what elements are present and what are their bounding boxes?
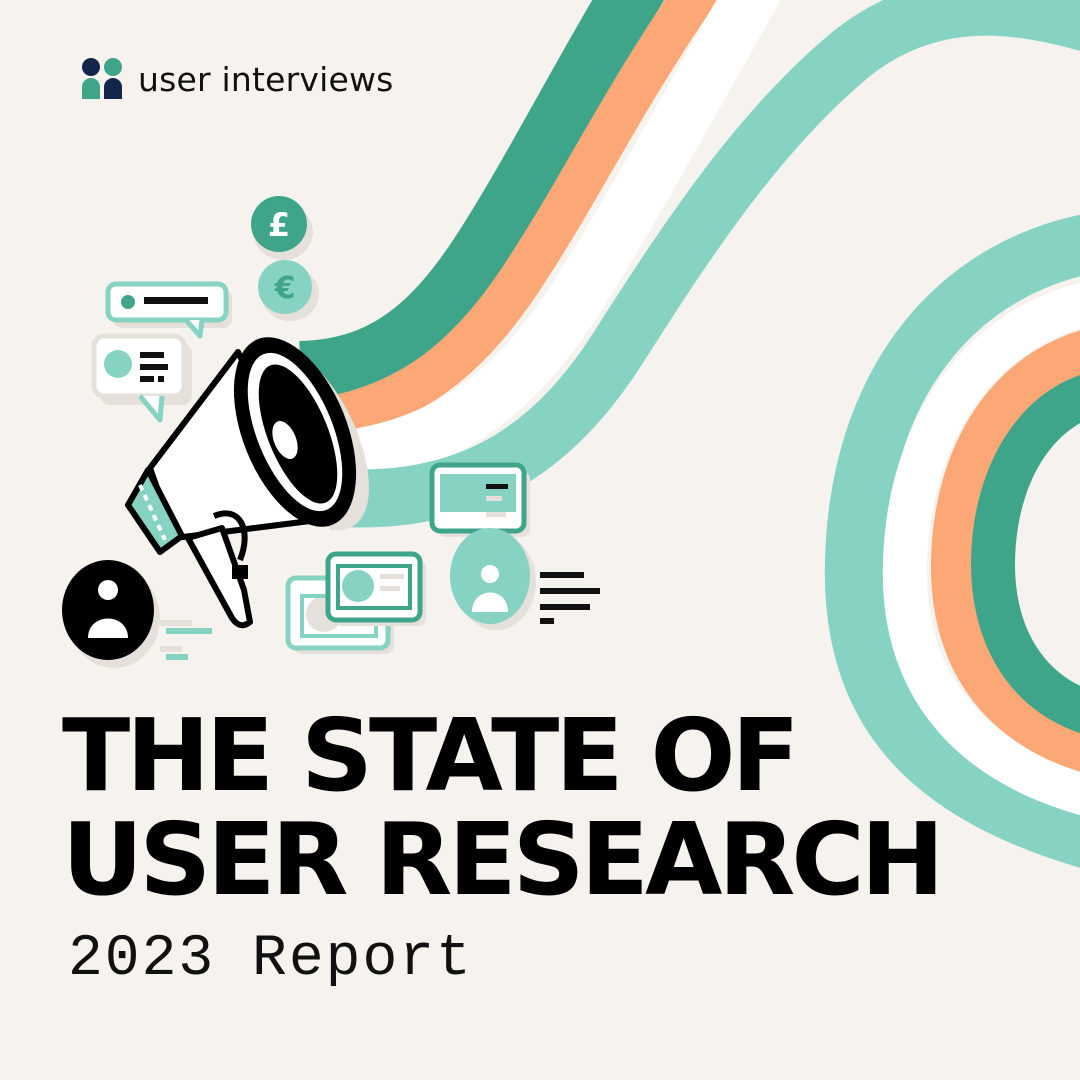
brand-name: user interviews — [138, 59, 394, 99]
title-line-2: USER RESEARCH — [62, 801, 944, 918]
user-avatar-icon — [450, 528, 600, 630]
rainbow-arcs — [824, 214, 1080, 868]
megaphone-icon — [125, 337, 369, 629]
page-title: THE STATE OF USER RESEARCH — [62, 704, 1062, 912]
svg-text:€: € — [274, 271, 296, 306]
rainbow-stream — [298, 0, 1080, 528]
title-line-1: THE STATE OF — [62, 697, 800, 814]
page-subtitle: 2023 Report — [68, 927, 473, 992]
chat-bubble-icon — [91, 333, 192, 423]
svg-text:£: £ — [268, 206, 290, 244]
brand-logo: user interviews — [80, 56, 394, 102]
pound-coin-icon: £ — [251, 196, 313, 260]
browser-window-icon — [429, 462, 530, 537]
browser-window-icon — [325, 551, 426, 626]
user-interviews-logo-icon — [82, 58, 122, 99]
chat-bubble-icon — [105, 281, 232, 339]
user-avatar-icon — [62, 560, 212, 668]
euro-coin-icon: € — [258, 260, 319, 321]
